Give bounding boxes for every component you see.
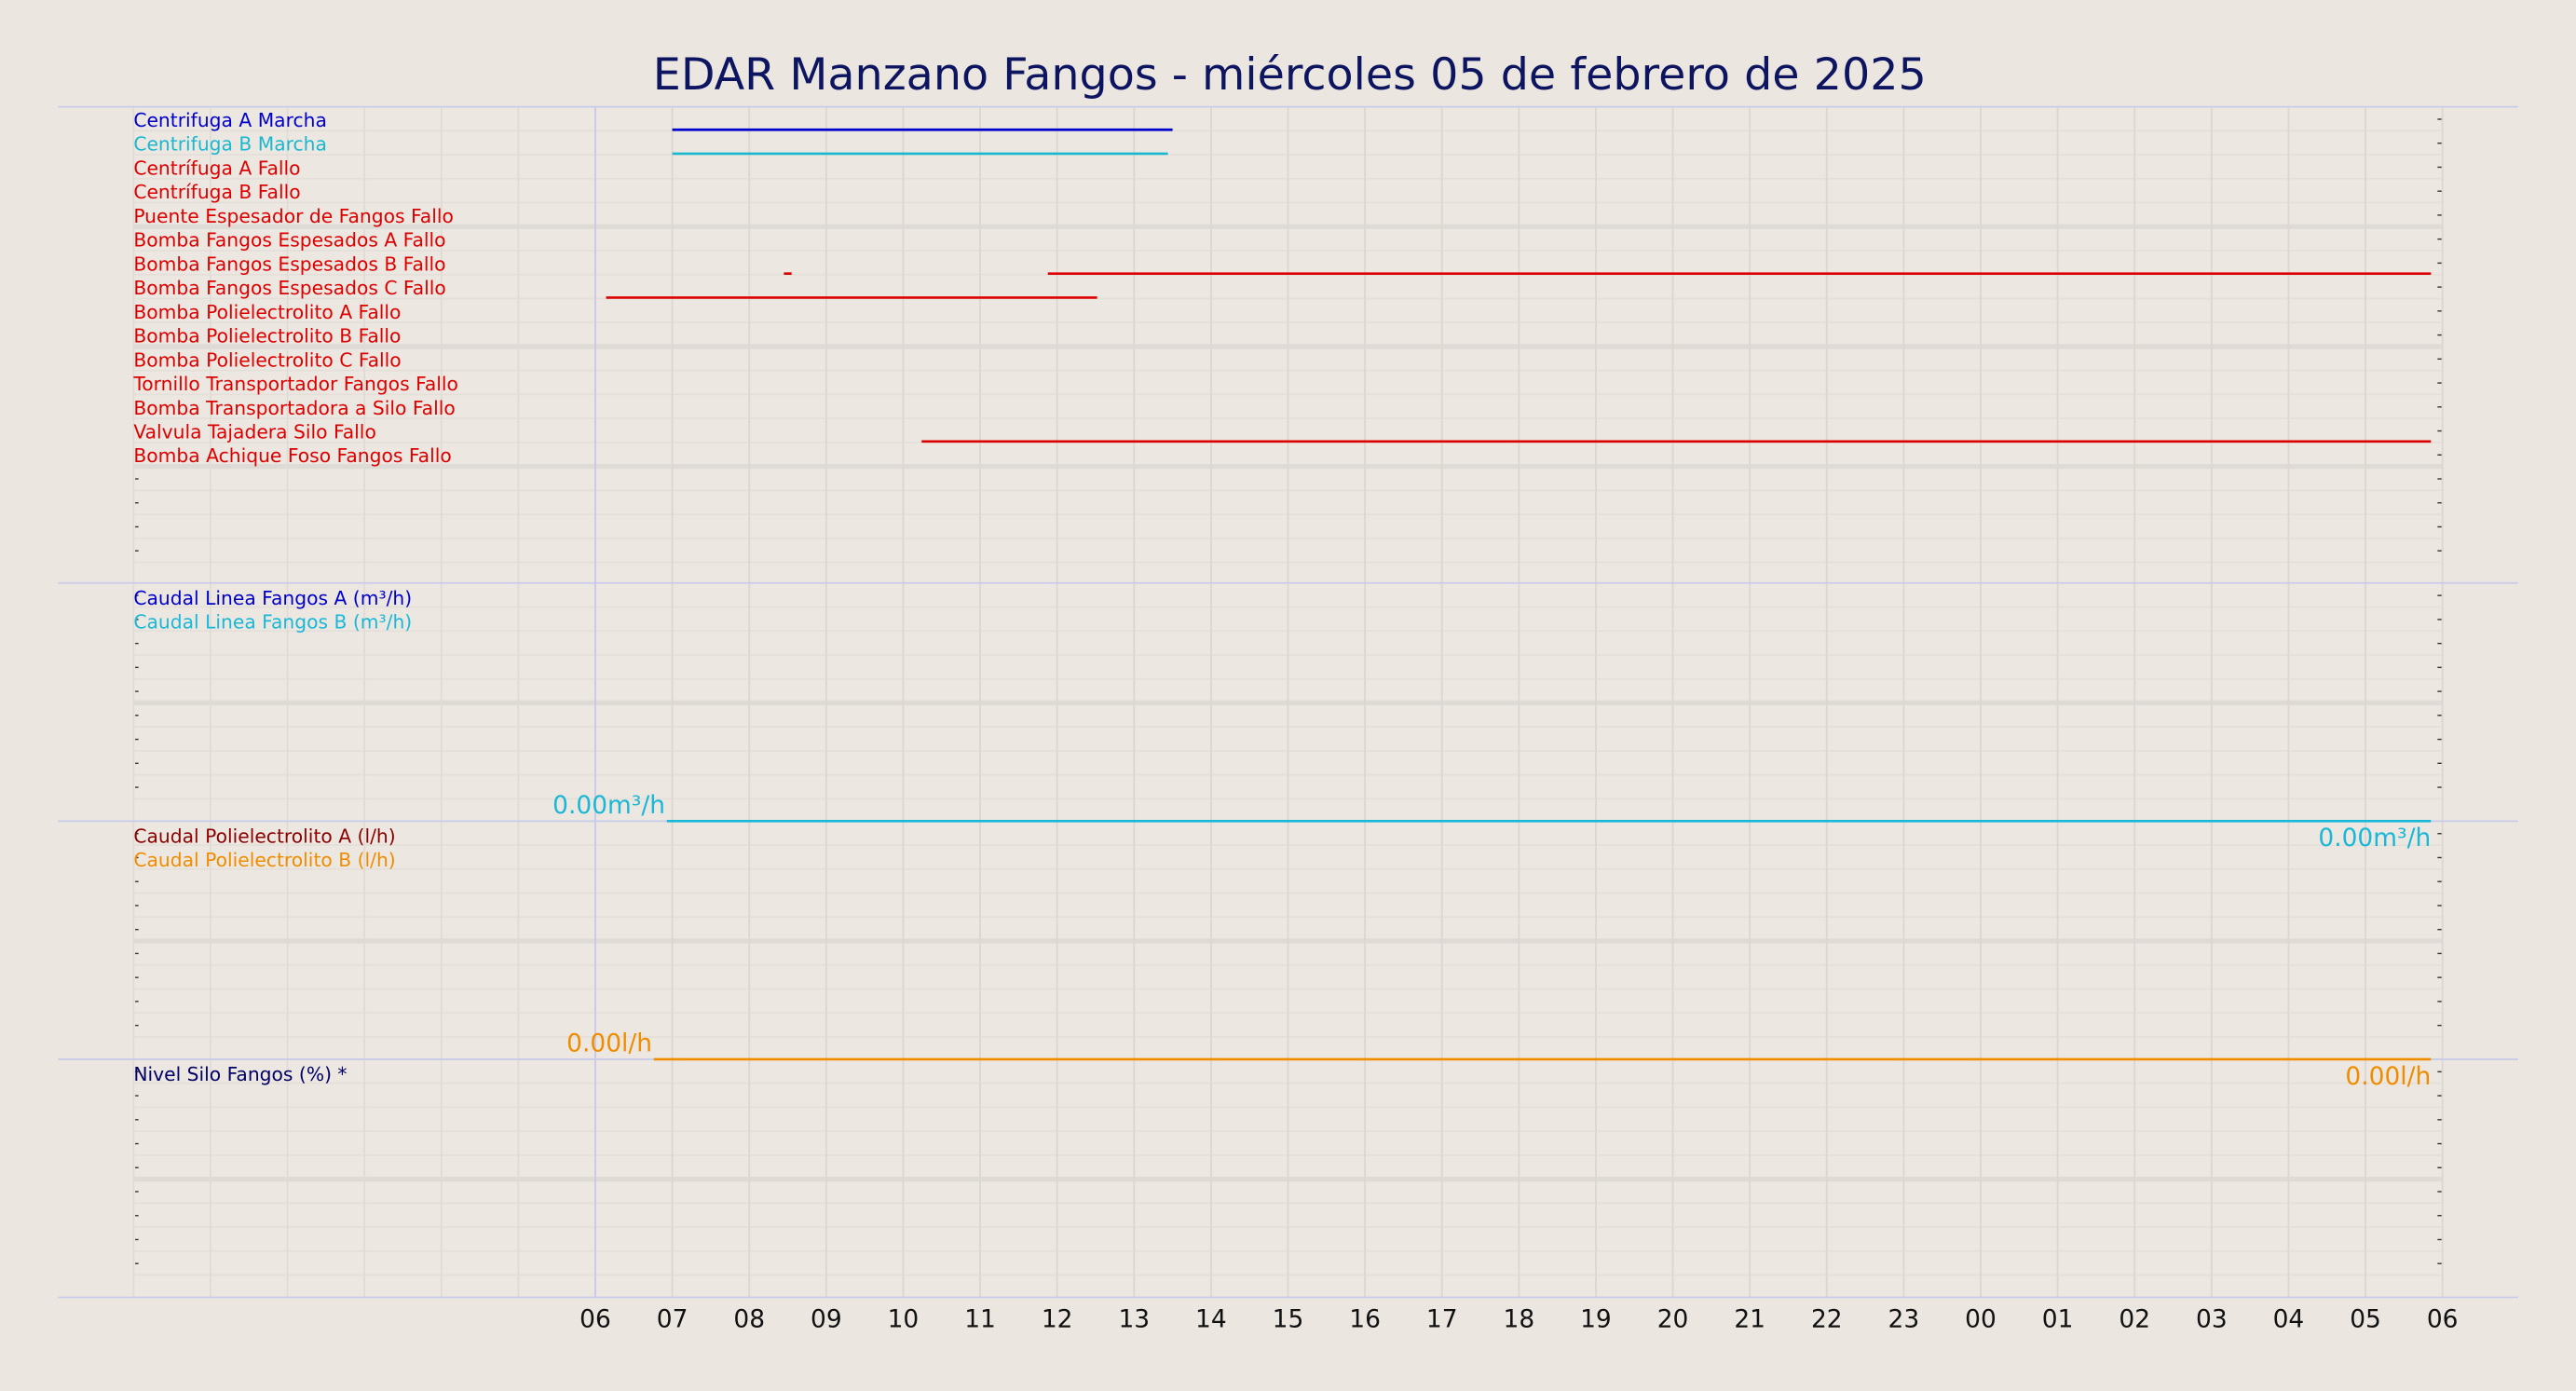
legend-label: Caudal Linea Fangos B (m³/h) bbox=[133, 611, 412, 634]
x-tick-label: 23 bbox=[1888, 1305, 1920, 1334]
legend-label: Caudal Polielectrolito B (l/h) bbox=[133, 849, 395, 871]
x-tick-label: 17 bbox=[1426, 1305, 1458, 1334]
legend-label: Nivel Silo Fangos (%) * bbox=[133, 1063, 347, 1085]
legend-label: Caudal Linea Fangos A (m³/h) bbox=[133, 587, 412, 609]
legend-label: Centrifuga A Marcha bbox=[133, 109, 327, 131]
legend-label: Bomba Polielectrolito B Fallo bbox=[133, 325, 401, 348]
x-tick-label: 19 bbox=[1580, 1305, 1612, 1334]
x-tick-label: 18 bbox=[1504, 1305, 1535, 1334]
x-tick-label: 01 bbox=[2042, 1305, 2074, 1334]
x-tick-label: 05 bbox=[2350, 1305, 2381, 1334]
x-tick-label: 15 bbox=[1273, 1305, 1304, 1334]
x-tick-label: 09 bbox=[811, 1305, 842, 1334]
x-tick-label: 12 bbox=[1042, 1305, 1073, 1334]
legend-label: Caudal Polielectrolito A (l/h) bbox=[133, 825, 395, 847]
x-tick-label: 06 bbox=[2427, 1305, 2459, 1334]
x-tick-label: 04 bbox=[2273, 1305, 2305, 1334]
x-tick-label: 13 bbox=[1118, 1305, 1150, 1334]
value-label: 0.00l/h bbox=[2345, 1062, 2431, 1091]
value-label: 0.00m³/h bbox=[552, 791, 665, 820]
legend-label: Centrífuga A Fallo bbox=[133, 157, 300, 179]
legend-label: Bomba Fangos Espesados B Fallo bbox=[133, 252, 445, 275]
legend-label: Bomba Achique Foso Fangos Fallo bbox=[133, 444, 451, 467]
x-tick-label: 06 bbox=[579, 1305, 611, 1334]
x-tick-label: 21 bbox=[1734, 1305, 1765, 1334]
value-label: 0.00l/h bbox=[566, 1030, 652, 1058]
x-tick-label: 07 bbox=[657, 1305, 688, 1334]
x-tick-label: 20 bbox=[1657, 1305, 1689, 1334]
legend-label: Valvula Tajadera Silo Fallo bbox=[133, 420, 376, 443]
x-tick-label: 16 bbox=[1349, 1305, 1381, 1334]
legend-label: Bomba Polielectrolito A Fallo bbox=[133, 301, 401, 323]
chart-title: EDAR Manzano Fangos - miércoles 05 de fe… bbox=[653, 49, 1927, 101]
x-tick-label: 02 bbox=[2119, 1305, 2150, 1334]
x-tick-label: 08 bbox=[733, 1305, 765, 1334]
legend-label: Centrífuga B Fallo bbox=[133, 181, 300, 203]
x-tick-label: 14 bbox=[1195, 1305, 1227, 1334]
legend-label: Tornillo Transportador Fangos Fallo bbox=[132, 373, 458, 395]
x-tick-label: 03 bbox=[2196, 1305, 2228, 1334]
legend-label: Bomba Polielectrolito C Fallo bbox=[133, 348, 401, 371]
legend-label: Bomba Fangos Espesados A Fallo bbox=[133, 229, 445, 252]
legend-label: Bomba Transportadora a Silo Fallo bbox=[133, 397, 455, 419]
x-tick-label: 10 bbox=[888, 1305, 920, 1334]
legend-label: Bomba Fangos Espesados C Fallo bbox=[133, 277, 446, 299]
legend-label: Centrifuga B Marcha bbox=[133, 133, 327, 156]
legend-label: Puente Espesador de Fangos Fallo bbox=[133, 205, 454, 227]
x-tick-label: 00 bbox=[1965, 1305, 1997, 1334]
value-label: 0.00m³/h bbox=[2318, 824, 2431, 852]
x-tick-label: 22 bbox=[1811, 1305, 1843, 1334]
x-tick-label: 11 bbox=[964, 1305, 996, 1334]
